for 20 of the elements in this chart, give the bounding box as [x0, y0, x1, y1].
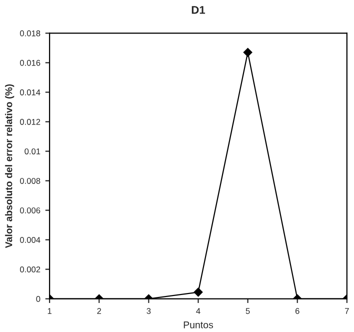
x-tick-label: 1	[48, 308, 52, 314]
y-tick-label: 0.012	[20, 118, 40, 125]
y-tick-label: 0.002	[20, 266, 40, 272]
x-tick-label: 4	[196, 308, 200, 314]
x-tick-label: 7	[345, 308, 349, 314]
y-tick-label: 0.006	[20, 207, 40, 214]
x-tick-label: 5	[246, 308, 250, 314]
y-tick-label: 0.008	[20, 178, 40, 184]
y-tick-label: 0.016	[20, 60, 40, 66]
y-tick-label: 0.01	[24, 148, 40, 154]
x-tick-label: 3	[146, 308, 151, 314]
chart-title: D1	[192, 6, 206, 14]
x-axis-title: Puntos	[184, 322, 214, 328]
x-tick-label: 2	[97, 308, 102, 314]
y-tick-label: 0	[36, 296, 40, 302]
x-tick-label: 6	[295, 308, 300, 314]
y-tick-label: 0.014	[20, 89, 40, 96]
y-tick-label: 0.004	[20, 236, 40, 243]
y-tick-label: 0.018	[20, 30, 40, 36]
y-axis-title: Valor absoluto del error relativo (%)	[5, 84, 14, 248]
